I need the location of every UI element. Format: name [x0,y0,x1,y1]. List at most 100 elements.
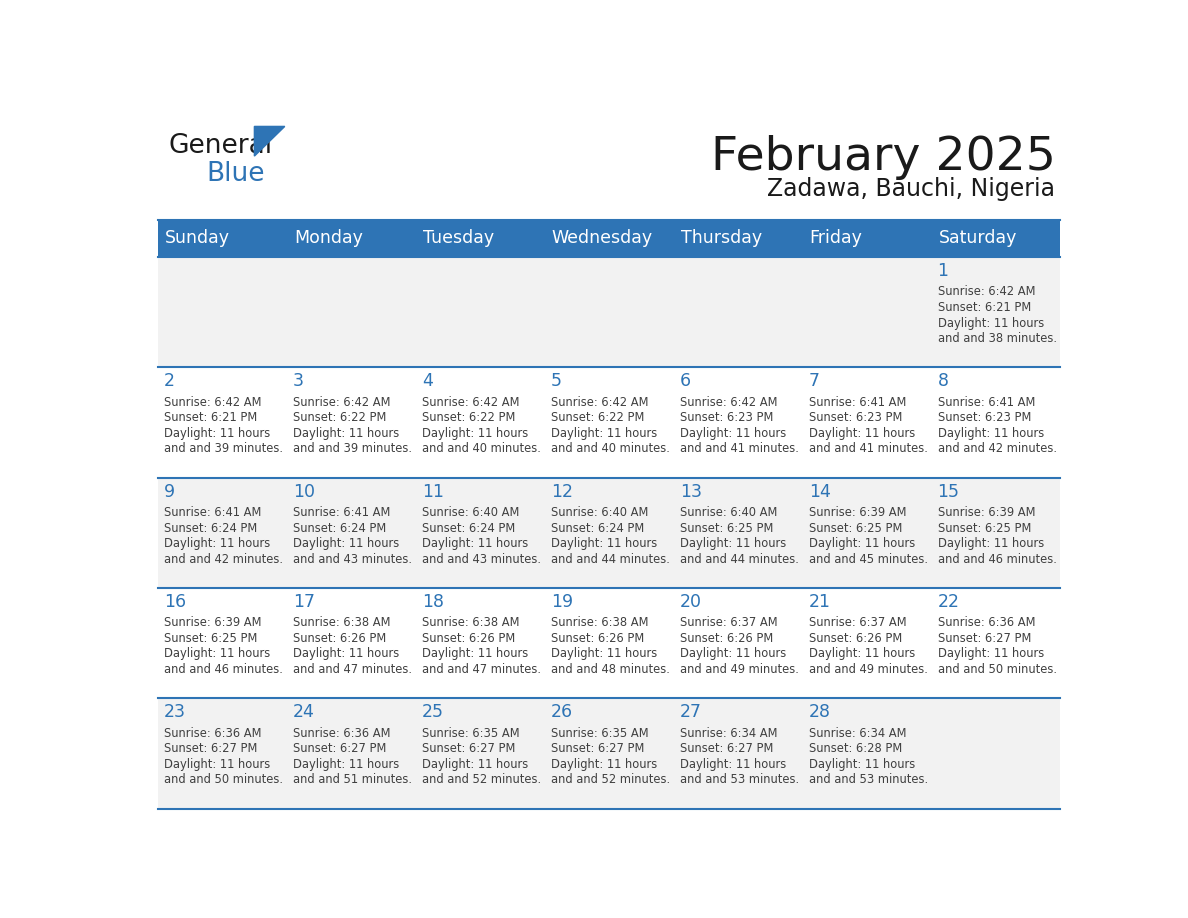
Text: and and 48 minutes.: and and 48 minutes. [551,663,670,676]
Bar [158,367,1060,477]
Text: 16: 16 [164,593,187,611]
Text: Sunset: 6:24 PM: Sunset: 6:24 PM [422,521,516,534]
Text: and and 42 minutes.: and and 42 minutes. [164,553,283,565]
Text: Sunset: 6:24 PM: Sunset: 6:24 PM [293,521,386,534]
Text: 4: 4 [422,373,432,390]
Text: 12: 12 [551,483,573,500]
Text: Thursday: Thursday [681,230,762,248]
Text: 26: 26 [551,703,573,722]
Text: Sunrise: 6:40 AM: Sunrise: 6:40 AM [680,506,777,519]
Text: 13: 13 [680,483,702,500]
Text: Daylight: 11 hours: Daylight: 11 hours [551,427,657,440]
Bar [158,477,1060,588]
Text: 8: 8 [937,373,948,390]
Text: and and 53 minutes.: and and 53 minutes. [809,773,928,786]
Text: and and 50 minutes.: and and 50 minutes. [937,663,1056,676]
Text: Monday: Monday [293,230,362,248]
Bar [158,699,1060,809]
Text: and and 53 minutes.: and and 53 minutes. [680,773,798,786]
Text: Sunset: 6:23 PM: Sunset: 6:23 PM [809,411,902,424]
Text: Sunrise: 6:42 AM: Sunrise: 6:42 AM [551,396,649,409]
Text: Sunrise: 6:38 AM: Sunrise: 6:38 AM [422,616,519,629]
Text: Daylight: 11 hours: Daylight: 11 hours [937,647,1044,660]
Text: Daylight: 11 hours: Daylight: 11 hours [422,427,529,440]
Text: 10: 10 [293,483,315,500]
Text: Sunrise: 6:40 AM: Sunrise: 6:40 AM [422,506,519,519]
Text: and and 52 minutes.: and and 52 minutes. [422,773,541,786]
Text: Daylight: 11 hours: Daylight: 11 hours [422,647,529,660]
Text: and and 40 minutes.: and and 40 minutes. [422,442,541,455]
Text: 19: 19 [551,593,573,611]
Text: 20: 20 [680,593,702,611]
Text: Sunrise: 6:37 AM: Sunrise: 6:37 AM [809,616,906,629]
Text: General: General [169,133,273,159]
Text: Sunday: Sunday [165,230,230,248]
Text: and and 43 minutes.: and and 43 minutes. [293,553,412,565]
Text: Daylight: 11 hours: Daylight: 11 hours [422,537,529,550]
Text: 15: 15 [937,483,960,500]
Text: Daylight: 11 hours: Daylight: 11 hours [937,427,1044,440]
Text: Sunset: 6:26 PM: Sunset: 6:26 PM [422,632,516,644]
Text: Daylight: 11 hours: Daylight: 11 hours [680,427,786,440]
Text: and and 39 minutes.: and and 39 minutes. [293,442,412,455]
Text: Sunrise: 6:39 AM: Sunrise: 6:39 AM [164,616,261,629]
Text: and and 52 minutes.: and and 52 minutes. [551,773,670,786]
Text: Sunset: 6:27 PM: Sunset: 6:27 PM [551,742,644,756]
Text: and and 46 minutes.: and and 46 minutes. [164,663,283,676]
Text: Sunset: 6:26 PM: Sunset: 6:26 PM [293,632,386,644]
Text: Sunset: 6:28 PM: Sunset: 6:28 PM [809,742,902,756]
Text: Sunset: 6:26 PM: Sunset: 6:26 PM [680,632,773,644]
Text: and and 49 minutes.: and and 49 minutes. [680,663,798,676]
Text: Daylight: 11 hours: Daylight: 11 hours [551,537,657,550]
Text: 22: 22 [937,593,960,611]
Text: Daylight: 11 hours: Daylight: 11 hours [680,757,786,770]
Text: 3: 3 [293,373,304,390]
Text: 27: 27 [680,703,702,722]
Text: Sunset: 6:26 PM: Sunset: 6:26 PM [809,632,902,644]
Text: Sunrise: 6:40 AM: Sunrise: 6:40 AM [551,506,649,519]
Text: Sunrise: 6:34 AM: Sunrise: 6:34 AM [680,726,777,740]
Text: and and 41 minutes.: and and 41 minutes. [809,442,928,455]
Text: 9: 9 [164,483,176,500]
Text: 24: 24 [293,703,315,722]
Text: 2: 2 [164,373,175,390]
Text: Sunrise: 6:41 AM: Sunrise: 6:41 AM [293,506,391,519]
Text: February 2025: February 2025 [710,135,1055,180]
Text: Sunrise: 6:36 AM: Sunrise: 6:36 AM [164,726,261,740]
Text: Sunrise: 6:38 AM: Sunrise: 6:38 AM [551,616,649,629]
Text: 7: 7 [809,373,820,390]
Text: Daylight: 11 hours: Daylight: 11 hours [937,537,1044,550]
Text: Sunset: 6:25 PM: Sunset: 6:25 PM [680,521,773,534]
Text: Daylight: 11 hours: Daylight: 11 hours [937,317,1044,330]
Text: Sunrise: 6:38 AM: Sunrise: 6:38 AM [293,616,391,629]
Text: Sunrise: 6:41 AM: Sunrise: 6:41 AM [164,506,261,519]
Text: Daylight: 11 hours: Daylight: 11 hours [422,757,529,770]
Text: Sunset: 6:23 PM: Sunset: 6:23 PM [937,411,1031,424]
Text: Wednesday: Wednesday [551,230,653,248]
Text: Daylight: 11 hours: Daylight: 11 hours [293,647,399,660]
Text: and and 46 minutes.: and and 46 minutes. [937,553,1056,565]
Text: Sunset: 6:27 PM: Sunset: 6:27 PM [293,742,386,756]
Bar [158,588,1060,699]
Text: Sunset: 6:22 PM: Sunset: 6:22 PM [551,411,644,424]
Text: Sunset: 6:23 PM: Sunset: 6:23 PM [680,411,773,424]
Bar [158,257,1060,367]
Text: Sunrise: 6:39 AM: Sunrise: 6:39 AM [809,506,906,519]
Text: Daylight: 11 hours: Daylight: 11 hours [551,647,657,660]
Text: Daylight: 11 hours: Daylight: 11 hours [293,537,399,550]
Text: and and 47 minutes.: and and 47 minutes. [293,663,412,676]
Text: and and 42 minutes.: and and 42 minutes. [937,442,1056,455]
Text: Sunset: 6:21 PM: Sunset: 6:21 PM [164,411,258,424]
Text: and and 43 minutes.: and and 43 minutes. [422,553,541,565]
Text: Sunrise: 6:39 AM: Sunrise: 6:39 AM [937,506,1035,519]
Text: and and 45 minutes.: and and 45 minutes. [809,553,928,565]
Text: Sunset: 6:26 PM: Sunset: 6:26 PM [551,632,644,644]
Text: Sunset: 6:25 PM: Sunset: 6:25 PM [937,521,1031,534]
Text: Sunrise: 6:42 AM: Sunrise: 6:42 AM [422,396,519,409]
Text: Sunrise: 6:42 AM: Sunrise: 6:42 AM [680,396,777,409]
Text: Daylight: 11 hours: Daylight: 11 hours [551,757,657,770]
Text: Sunrise: 6:35 AM: Sunrise: 6:35 AM [422,726,519,740]
Text: and and 38 minutes.: and and 38 minutes. [937,332,1056,345]
Text: Zadawa, Bauchi, Nigeria: Zadawa, Bauchi, Nigeria [767,177,1055,201]
Text: Friday: Friday [809,230,862,248]
